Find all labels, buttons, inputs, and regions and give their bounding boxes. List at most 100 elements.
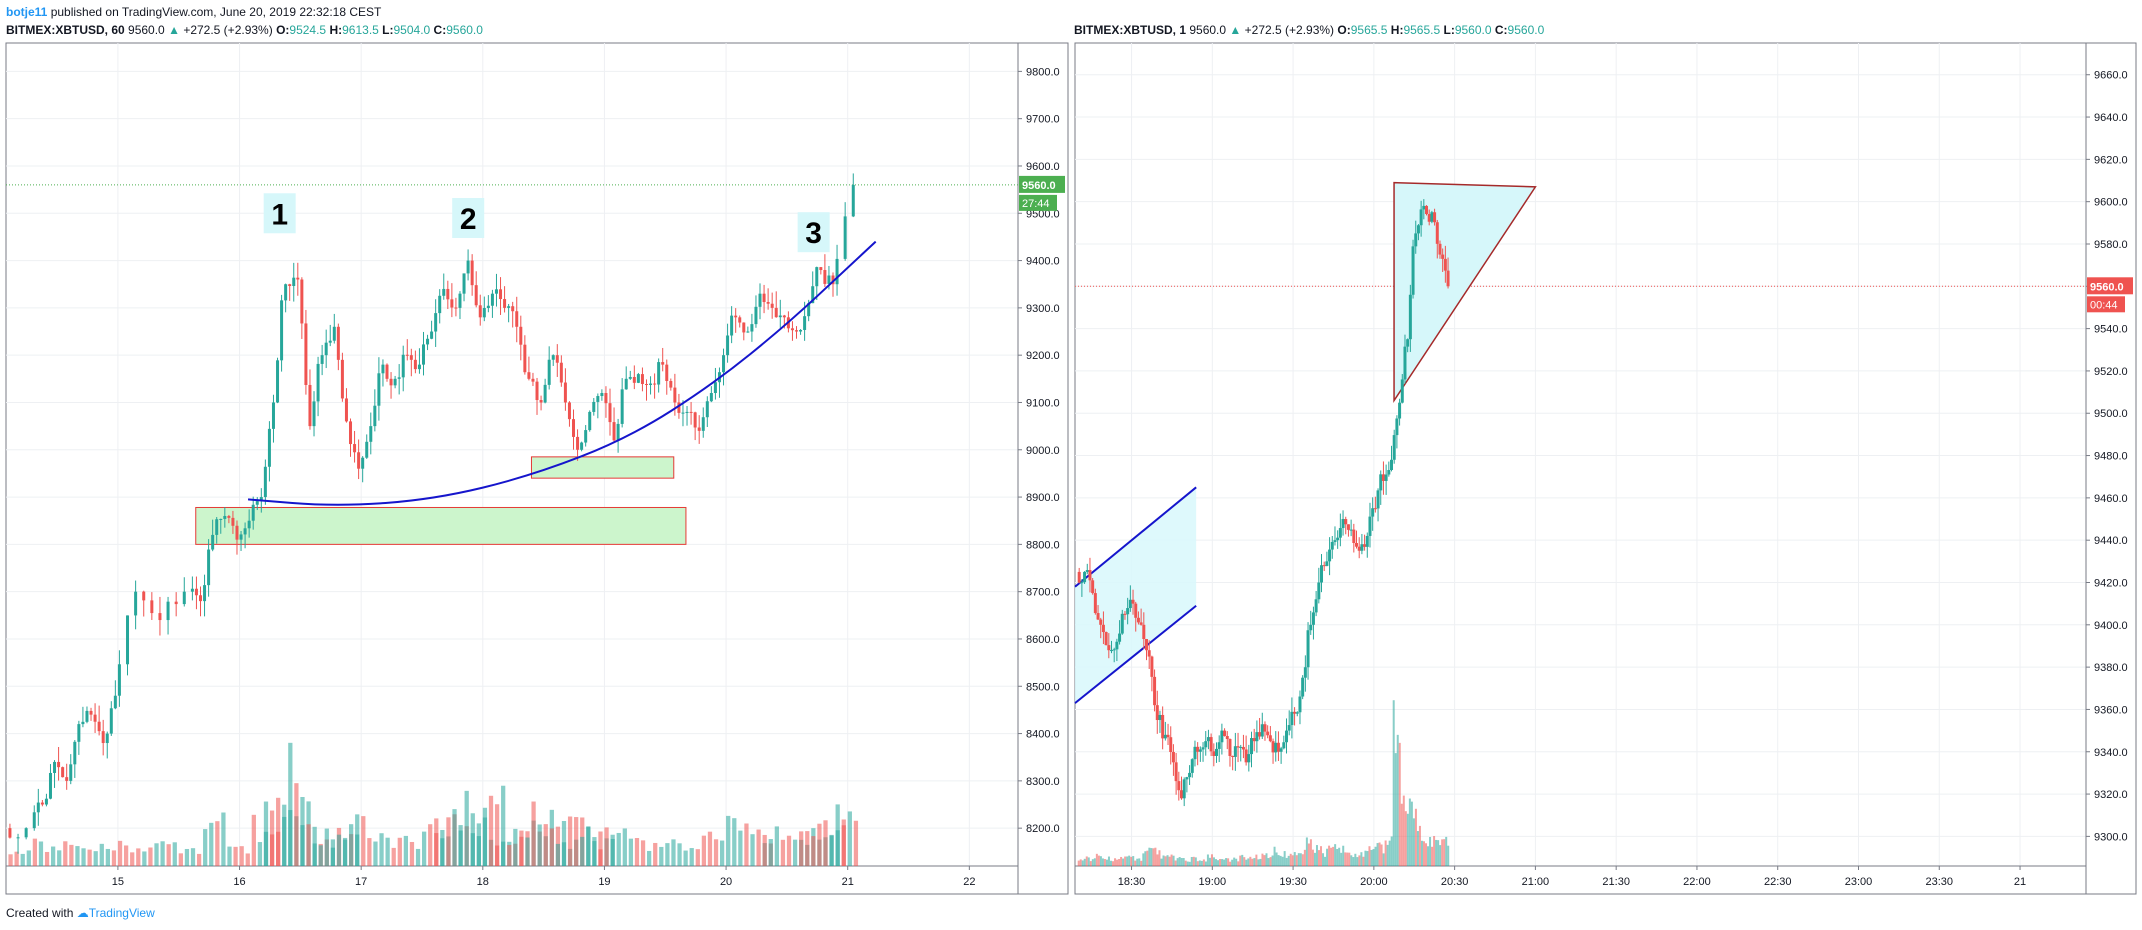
left-volume-bar — [744, 823, 749, 866]
right-volume-bar — [1320, 846, 1323, 866]
left-volume-bar — [428, 824, 433, 866]
left-candle — [701, 417, 705, 431]
left-volume-bar — [604, 827, 609, 866]
right-volume-bar — [1372, 849, 1375, 866]
right-volume-bar — [1275, 852, 1278, 866]
left-volume-bar — [294, 783, 299, 866]
left-candle — [681, 412, 685, 414]
left-candle — [117, 664, 121, 696]
right-candle — [1330, 541, 1334, 550]
right-volume-bar — [1249, 856, 1252, 866]
left-candle — [640, 374, 644, 385]
right-volume-bar — [1273, 846, 1276, 866]
right-volume-bar — [1447, 845, 1450, 866]
right-candle — [1217, 742, 1221, 749]
right-volume-bar — [1261, 853, 1264, 866]
left-volume-bar — [312, 843, 317, 866]
left-candle — [320, 355, 324, 364]
left-symbol[interactable]: BITMEX:XBTUSD, 60 — [6, 23, 125, 37]
left-volume-bar — [841, 819, 846, 866]
right-y-tick-label: 9440.0 — [2094, 535, 2128, 547]
left-volume-bar — [616, 832, 621, 866]
right-volume-bar — [1267, 858, 1270, 866]
left-candle — [150, 600, 154, 614]
right-volume-bar — [1190, 857, 1193, 866]
right-candle — [1241, 746, 1245, 750]
left-candle — [24, 828, 28, 838]
left-x-tick-label: 21 — [842, 876, 854, 888]
left-volume-bar — [257, 842, 263, 866]
left-volume-bar — [634, 838, 640, 866]
left-candle — [770, 303, 774, 308]
left-candle — [697, 427, 701, 431]
left-y-tick-label: 8800.0 — [1026, 539, 1060, 551]
right-volume-bar — [1130, 856, 1133, 866]
right-volume-bar — [1322, 853, 1325, 866]
right-symbol[interactable]: BITMEX:XBTUSD, 1 — [1074, 23, 1187, 37]
left-candle — [709, 393, 713, 402]
left-volume-bar — [701, 835, 707, 866]
right-candle — [1128, 599, 1132, 609]
right-candle — [1150, 656, 1154, 677]
left-volume-bar — [99, 843, 104, 866]
right-open: 9565.5 — [1350, 23, 1388, 37]
left-volume-bar — [671, 839, 676, 866]
left-volume-bar — [44, 851, 50, 866]
right-volume-bar — [1410, 801, 1413, 866]
left-volume-bar — [93, 851, 98, 866]
right-candle — [1411, 246, 1415, 295]
left-candle — [466, 260, 470, 274]
left-candle — [324, 342, 328, 356]
author-name[interactable]: botje11 — [6, 5, 48, 19]
left-candle — [831, 275, 835, 285]
left-volume-bar — [543, 824, 548, 866]
right-candle — [1155, 705, 1159, 721]
left-volume-bar — [689, 848, 694, 866]
right-volume-bar — [1114, 858, 1117, 866]
left-peak-label-2: 2 — [460, 203, 477, 236]
right-volume-bar — [1374, 846, 1377, 866]
left-candle — [235, 525, 239, 540]
right-candle — [1088, 570, 1092, 581]
left-volume-bar — [507, 844, 512, 866]
tradingview-link[interactable]: TradingView — [88, 906, 155, 920]
left-candle — [523, 344, 527, 373]
right-volume-bar — [1158, 850, 1161, 866]
right-volume-bar — [1245, 859, 1248, 866]
left-y-tick-label: 8200.0 — [1026, 823, 1060, 835]
left-volume-bar — [361, 816, 366, 866]
left-volume-bar — [829, 834, 834, 866]
right-volume-bar — [1350, 855, 1353, 866]
left-volume-bar — [38, 841, 44, 866]
left-volume-bar — [440, 838, 445, 866]
left-volume-bar — [415, 848, 421, 866]
right-volume-bar — [1299, 853, 1302, 866]
left-candle — [97, 721, 101, 732]
right-volume-bar — [1285, 857, 1288, 866]
right-channel-upper-line — [1074, 486, 1197, 588]
right-x-tick-label: 18:30 — [1118, 876, 1146, 888]
left-candle — [604, 393, 608, 404]
left-volume-bar — [750, 834, 755, 866]
left-candle — [815, 267, 819, 287]
right-candle — [1107, 645, 1111, 651]
right-volume-bar — [1328, 845, 1331, 866]
left-candle — [280, 300, 284, 361]
right-volume-bar — [1346, 852, 1349, 866]
right-candle — [1414, 233, 1418, 247]
right-volume-bar — [1277, 855, 1280, 866]
left-y-tick-label: 8300.0 — [1026, 776, 1060, 788]
right-volume-bar — [1382, 853, 1385, 866]
right-volume-bar — [1324, 856, 1327, 866]
left-candle — [661, 362, 665, 365]
right-volume-bar — [1418, 825, 1421, 866]
left-candle — [243, 528, 247, 535]
left-candle — [438, 295, 442, 314]
right-volume-bar — [1200, 860, 1203, 866]
right-volume-bar — [1309, 839, 1312, 866]
left-volume-bar — [488, 795, 494, 866]
left-candle — [572, 419, 576, 437]
right-volume-bar — [1194, 857, 1197, 866]
left-candle — [81, 721, 85, 725]
